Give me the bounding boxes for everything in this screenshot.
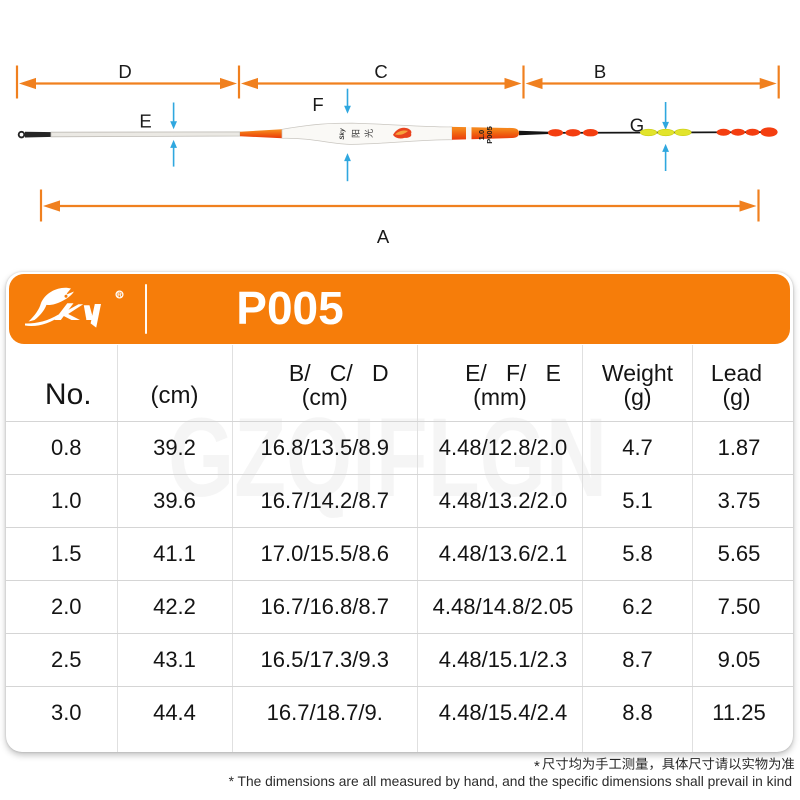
svg-text:Sky: Sky (339, 128, 346, 140)
svg-text:R: R (117, 292, 122, 299)
svg-text:P005: P005 (485, 126, 494, 144)
svg-text:E: E (139, 111, 151, 132)
svg-text:A: A (377, 226, 390, 247)
svg-text:D: D (118, 61, 131, 82)
svg-text:1.0: 1.0 (477, 130, 486, 140)
svg-text:G: G (630, 115, 644, 136)
svg-text:B: B (594, 61, 606, 82)
svg-text:F: F (312, 94, 323, 115)
svg-text:*: * (534, 758, 540, 775)
svg-text:C: C (374, 61, 387, 82)
